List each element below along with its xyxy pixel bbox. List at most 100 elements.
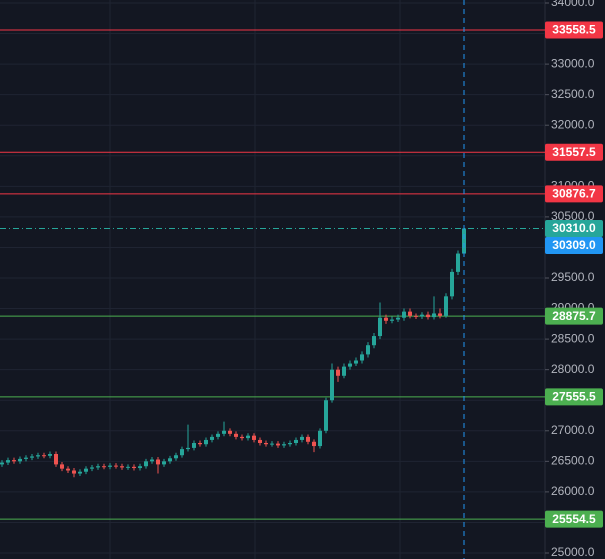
price-badge [545,220,603,237]
candle-body [438,313,442,316]
candle-body [306,436,310,442]
candle-body [0,462,4,465]
candle-body [210,436,214,440]
candle-body [198,443,202,445]
candle-body [108,465,112,467]
y-tick-label: 28000.0 [551,362,595,376]
candle-body [378,317,382,337]
candle-body [240,436,244,439]
candle-body [12,460,16,462]
candle-body [180,449,184,456]
candle-body [420,314,424,317]
candle-body [264,443,268,445]
candle-body [282,444,286,446]
candle-body [30,456,34,458]
candle-body [342,366,346,376]
candle-body [216,433,220,437]
candle-body [6,460,10,463]
candle-body [396,317,400,320]
candle-body [324,400,328,431]
price-badge [545,143,603,161]
candle-body [186,447,190,450]
candle-body [234,433,238,437]
candle-body [102,466,106,468]
price-badge-label: 33558.5 [552,23,596,37]
candle-body [132,466,136,469]
candle-body [390,319,394,321]
candle-body [270,443,274,445]
y-tick-label: 34000.0 [551,0,595,9]
candle-body [96,466,100,468]
candle-body [162,461,166,465]
candle-body [462,228,466,254]
candle-body [66,468,70,471]
candle-body [72,470,76,474]
candle-body [288,443,292,445]
candle-body [426,314,430,318]
price-badge-label: 25554.5 [552,512,596,526]
grid [0,2,545,554]
candle-body [246,435,250,439]
candle-body [24,457,28,459]
y-tick-label: 25000.0 [551,545,595,559]
candle-body [312,441,316,447]
candle-body [222,430,226,434]
candle-body [60,464,64,469]
price-badge-label: 30309.0 [552,238,596,252]
candle-body [168,458,172,462]
price-badge [545,185,603,203]
candle-body [456,253,460,272]
candle-body [90,467,94,469]
price-badge [545,388,603,406]
price-badge [545,510,603,528]
candle-body [54,454,58,465]
candle-body [432,313,436,318]
candle-body [336,369,340,376]
candle-body [120,466,124,468]
candle-body [330,369,334,401]
price-badge [545,21,603,39]
candle-body [252,435,256,440]
candle-body [414,315,418,317]
candle-body [126,466,130,468]
candle-body [354,360,358,364]
candle-body [402,311,406,318]
y-tick-label: 27000.0 [551,423,595,437]
price-badge [545,307,603,325]
candle-body [36,455,40,457]
price-badge-label: 30876.7 [552,187,596,201]
candle-body [444,296,448,316]
candle-body [360,354,364,361]
candle-body [372,336,376,346]
y-tick-label: 26500.0 [551,454,595,468]
y-tick-label: 28500.0 [551,331,595,345]
y-tick-label: 32000.0 [551,117,595,131]
candle-body [408,311,412,316]
candle-body [174,455,178,459]
price-badge-label: 27555.5 [552,390,596,404]
price-badge-label: 28875.7 [552,309,596,323]
candle-body [384,317,388,321]
candle-body [78,471,82,474]
candle-body [294,439,298,443]
y-tick-label: 29500.0 [551,270,595,284]
candle-body [192,443,196,448]
candle-body [300,436,304,440]
candle-body [150,459,154,462]
candle-body [318,430,322,447]
candle-body [228,430,232,434]
candle-body [366,345,370,355]
candle-body [114,465,118,467]
candle-body [156,459,160,465]
candle-body [258,439,262,443]
candle-body [48,454,52,456]
candle-body [276,443,280,446]
candle-body [138,466,142,469]
candle-body [450,271,454,297]
y-tick-label: 32500.0 [551,87,595,101]
price-badge-label: 31557.5 [552,145,596,159]
y-tick-label: 26000.0 [551,484,595,498]
candle-body [42,455,46,457]
